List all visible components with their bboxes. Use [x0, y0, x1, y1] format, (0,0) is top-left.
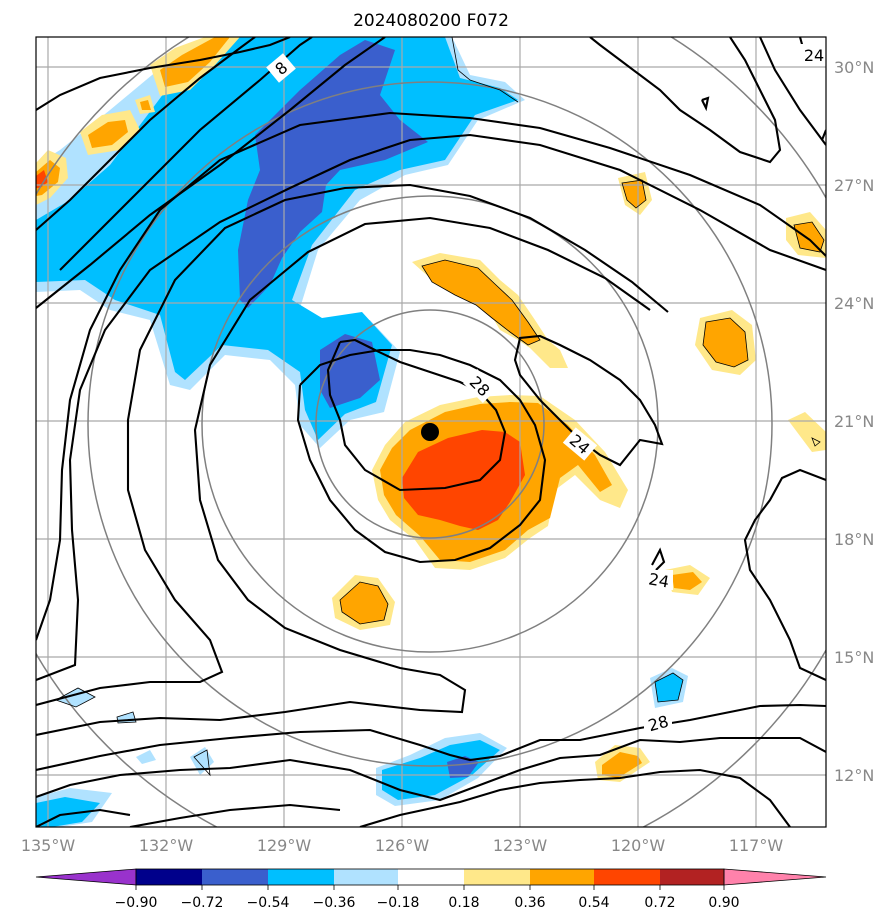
colorbar-label-10: 0.90 — [708, 895, 739, 911]
colorbar-bin-4 — [334, 869, 398, 885]
red-orange-shading — [36, 170, 525, 530]
colorbar-bin-2 — [202, 869, 268, 885]
contour-label-mask-4 — [562, 427, 598, 461]
longitude-axis: 135°W 132°W 129°W 126°W 123°W 120°W 117°… — [21, 836, 784, 855]
contour-label-mask-3 — [463, 369, 497, 403]
contour-label-mask-6 — [644, 712, 672, 732]
contours — [36, 37, 826, 827]
lon-label-120w: 120°W — [611, 836, 666, 855]
lat-label-30n: 30°N — [834, 58, 874, 77]
contour-label-mask-5 — [645, 570, 673, 590]
colorbar-bin-6 — [464, 869, 530, 885]
lon-label-126w: 126°W — [375, 836, 430, 855]
colorbar-label-8: 0.54 — [578, 895, 609, 911]
lat-label-24n: 24°N — [834, 294, 874, 313]
colorbar-extend-high — [723, 868, 827, 886]
lat-label-18n: 18°N — [834, 530, 874, 549]
range-ring-3 — [87, 81, 773, 767]
map-title: 2024080200 F072 — [353, 11, 509, 31]
colorbar-label-4: −0.36 — [313, 895, 356, 911]
colorbar: −0.90 −0.72 −0.54 −0.36 −0.18 0.18 0.36 … — [35, 868, 827, 911]
lon-label-132w: 132°W — [139, 836, 194, 855]
contour-label-24-ne: 24 — [804, 46, 824, 65]
colorbar-bin-3 — [268, 869, 334, 885]
plot-area: 8 24 28 24 24 28 — [36, 37, 826, 827]
contour-label-24-south: 24 — [647, 569, 670, 591]
lat-label-27n: 27°N — [834, 176, 874, 195]
colorbar-extend-low — [35, 868, 137, 886]
colorbar-frame — [135, 868, 725, 886]
range-ring-2 — [201, 195, 659, 653]
colorbar-label-9: 0.72 — [644, 895, 675, 911]
colorbar-bin-5 — [398, 869, 464, 885]
lon-label-129w: 129°W — [257, 836, 312, 855]
colorbar-label-2: −0.72 — [181, 895, 224, 911]
colorbar-bin-7 — [530, 869, 594, 885]
shading-outlines — [55, 37, 825, 777]
lon-label-123w: 123°W — [493, 836, 548, 855]
range-rings — [36, 37, 826, 827]
latitude-axis: 30°N 27°N 24°N 21°N 18°N 15°N 12°N — [834, 58, 874, 785]
colorbar-label-1: −0.90 — [115, 895, 158, 911]
dark-blue-shading — [238, 40, 479, 778]
colorbar-bin-1 — [136, 869, 202, 885]
lat-label-15n: 15°N — [834, 648, 874, 667]
contour-label-mask-1 — [266, 53, 296, 83]
lon-label-117w: 117°W — [729, 836, 784, 855]
lat-label-12n: 12°N — [834, 766, 874, 785]
lat-label-21n: 21°N — [834, 412, 874, 431]
colorbar-label-6: 0.18 — [448, 895, 479, 911]
contour-label-mask-2 — [800, 44, 826, 64]
colorbar-label-5: −0.18 — [377, 895, 420, 911]
lon-label-135w: 135°W — [21, 836, 76, 855]
colorbar-ticks — [135, 885, 725, 890]
colorbar-bin-9 — [660, 869, 724, 885]
storm-center-marker — [421, 423, 439, 441]
colorbar-label-7: 0.36 — [514, 895, 545, 911]
range-ring-1 — [315, 309, 545, 539]
plot-frame — [35, 36, 827, 828]
colorbar-label-3: −0.54 — [247, 895, 290, 911]
colorbar-bin-8 — [594, 869, 660, 885]
contour-label-28-south: 28 — [646, 712, 671, 736]
